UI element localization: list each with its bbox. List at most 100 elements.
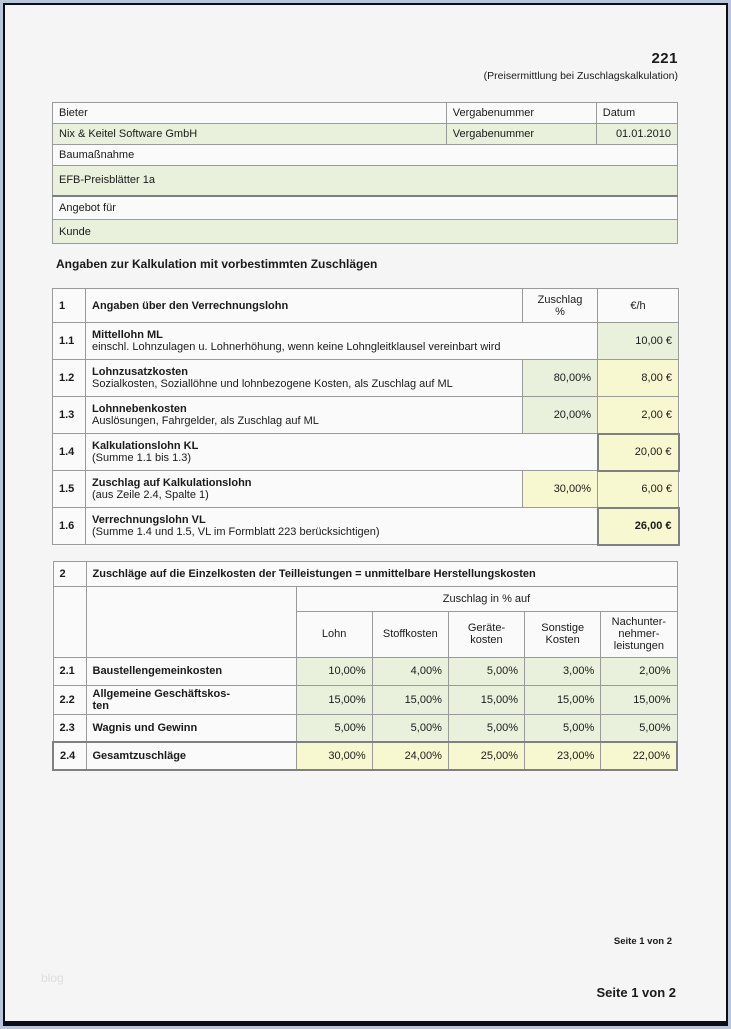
row-description: Lohnzusatzkosten Sozialkosten, Soziallöh…: [85, 359, 523, 397]
baustellengemeinkosten-stoffkosten-field[interactable]: 4,00%: [371, 656, 449, 686]
t2-col-sonstige-kosten: Sonstige Kosten: [524, 610, 602, 658]
info-table: Bieter Vergabenummer Datum Nix & Keitel …: [52, 102, 679, 244]
t2-col-geraetekosten: Geräte- kosten: [447, 610, 526, 658]
row-label: Wagnis und Gewinn: [85, 713, 297, 743]
t1-row-1-1: 1.1 Mittellohn ML einschl. Lohnzulagen u…: [52, 322, 679, 360]
geschaeftskosten-sonstige-field[interactable]: 15,00%: [524, 684, 602, 715]
row-title: Verrechnungslohn VL: [92, 514, 206, 526]
t1-row-1-6: 1.6 Verrechnungslohn VL (Summe 1.4 und 1…: [52, 506, 680, 546]
row-subtitle: Auslösungen, Fahrgelder, als Zuschlag au…: [92, 415, 304, 427]
bieter-field[interactable]: Nix & Keitel Software GmbH: [52, 123, 447, 145]
t2-span-header: Zuschlag in % auf: [295, 585, 678, 612]
t2-col-stoffkosten: Stoffkosten: [371, 610, 449, 658]
form-header: 221 (Preisermittlung bei Zuschlagskalkul…: [52, 50, 678, 82]
info-header-row: Bieter Vergabenummer Datum: [52, 102, 679, 124]
row-number: 1.5: [52, 470, 86, 508]
gesamtzuschlaege-stoffkosten-value: 24,00%: [371, 741, 449, 771]
t2-title-row: 2 Zuschläge auf die Einzelkosten der Tei…: [52, 560, 678, 587]
row-title: Kalkulationslohn KL: [92, 440, 199, 452]
t1-title: Angaben über den Verrechnungslohn: [85, 288, 523, 323]
row-number: 2.4: [52, 741, 87, 771]
angebot-label-row: Angebot für: [52, 194, 678, 220]
wagnis-gewinn-nachunternehmer-field[interactable]: 5,00%: [600, 713, 678, 743]
row-description: Lohnnebenkosten Auslösungen, Fahrgelder,…: [85, 396, 523, 434]
lohnzusatzkosten-value: 8,00 €: [597, 359, 679, 397]
page-indicator-large: Seite 1 von 2: [596, 985, 676, 1000]
baumassnahme-label: Baumaßnahme: [52, 144, 678, 166]
t1-row-1-3: 1.3 Lohnnebenkosten Auslösungen, Fahrgel…: [52, 396, 679, 434]
baumassnahme-value-row: EFB-Preisblätter 1a: [52, 165, 678, 196]
t1-row-1-2: 1.2 Lohnzusatzkosten Sozialkosten, Sozia…: [52, 359, 679, 397]
zuschlaege-table: 2 Zuschläge auf die Einzelkosten der Tei…: [52, 560, 679, 771]
kalkulationslohn-value: 20,00 €: [596, 432, 680, 472]
t2-column-header-row: Lohn Stoffkosten Geräte- kosten Sonstige…: [53, 610, 678, 658]
lohnnebenkosten-percent-field[interactable]: 20,00%: [522, 396, 598, 434]
gesamtzuschlaege-lohn-value: 30,00%: [295, 741, 373, 771]
geschaeftskosten-stoffkosten-field[interactable]: 15,00%: [371, 684, 449, 715]
baustellengemeinkosten-geraetekosten-field[interactable]: 5,00%: [447, 656, 526, 686]
row-number: 2.1: [52, 656, 87, 686]
angebot-value-row: Kunde: [52, 219, 678, 244]
wagnis-gewinn-sonstige-field[interactable]: 5,00%: [524, 713, 602, 743]
t2-row-2-2: 2.2 Allgemeine Geschäftskos- ten 15,00% …: [52, 684, 678, 715]
t2-row-2-4: 2.4 Gesamtzuschläge 30,00% 24,00% 25,00%…: [52, 741, 679, 771]
angebot-fuer-label: Angebot für: [52, 194, 678, 220]
page-content: 221 (Preisermittlung bei Zuschlagskalkul…: [3, 3, 728, 1026]
wagnis-gewinn-geraetekosten-field[interactable]: 5,00%: [447, 713, 526, 743]
t1-col-unit: €/h: [597, 288, 679, 323]
form-subtitle: (Preisermittlung bei Zuschlagskalkulatio…: [483, 70, 678, 82]
gesamtzuschlaege-sonstige-value: 23,00%: [524, 741, 602, 771]
geschaeftskosten-lohn-field[interactable]: 15,00%: [295, 684, 373, 715]
baumassnahme-field[interactable]: EFB-Preisblätter 1a: [52, 165, 678, 196]
geschaeftskosten-geraetekosten-field[interactable]: 15,00%: [447, 684, 526, 715]
info-value-row: Nix & Keitel Software GmbH Vergabenummer…: [52, 123, 679, 145]
row-description: Kalkulationslohn KL (Summe 1.1 bis 1.3): [85, 433, 598, 471]
row-subtitle: einschl. Lohnzulagen u. Lohnerhöhung, we…: [92, 341, 501, 353]
row-subtitle: (Summe 1.1 bis 1.3): [92, 452, 192, 464]
row-description: Zuschlag auf Kalkulationslohn (aus Zeile…: [85, 470, 523, 508]
form-number: 221: [651, 50, 678, 67]
baustellengemeinkosten-sonstige-field[interactable]: 3,00%: [524, 656, 602, 686]
baustellengemeinkosten-lohn-field[interactable]: 10,00%: [295, 656, 373, 686]
t1-row-1-4: 1.4 Kalkulationslohn KL (Summe 1.1 bis 1…: [52, 432, 680, 472]
zuschlag-kalkulationslohn-percent: 30,00%: [522, 470, 598, 508]
row-number: 1.6: [52, 507, 86, 545]
kunde-field[interactable]: Kunde: [52, 219, 678, 244]
row-title: Lohnnebenkosten: [92, 403, 187, 415]
lohnzusatzkosten-percent-field[interactable]: 80,00%: [522, 359, 598, 397]
row-number: 1.1: [52, 322, 86, 360]
baustellengemeinkosten-nachunternehmer-field[interactable]: 2,00%: [600, 656, 678, 686]
row-label: Gesamtzuschläge: [85, 741, 297, 771]
row-subtitle: (aus Zeile 2.4, Spalte 1): [92, 489, 209, 501]
datum-field[interactable]: 01.01.2010: [595, 123, 679, 145]
t2-section-number: 2: [52, 560, 87, 587]
row-subtitle-bold: ML: [437, 378, 453, 390]
row-number: 2.3: [52, 713, 87, 743]
t1-section-number: 1: [52, 288, 86, 323]
t2-col-lohn: Lohn: [295, 610, 373, 658]
t2-empty-num-cell: [52, 585, 87, 658]
section-heading: Angaben zur Kalkulation mit vorbestimmte…: [56, 257, 378, 271]
gesamtzuschlaege-geraetekosten-value: 25,00%: [447, 741, 526, 771]
mittellohn-field[interactable]: 10,00 €: [597, 322, 679, 360]
vergabenummer-label: Vergabenummer: [445, 102, 597, 124]
row-title: Zuschlag auf Kalkulationslohn: [92, 477, 252, 489]
vergabenummer-field[interactable]: Vergabenummer: [445, 123, 597, 145]
lohnnebenkosten-value: 2,00 €: [597, 396, 679, 434]
verrechnungslohn-value: 26,00 €: [596, 506, 680, 546]
t2-empty-label-cell: [85, 585, 297, 658]
t2-title: Zuschläge auf die Einzelkosten der Teill…: [85, 560, 678, 587]
row-description: Verrechnungslohn VL (Summe 1.4 und 1.5, …: [85, 507, 598, 545]
wagnis-gewinn-lohn-field[interactable]: 5,00%: [295, 713, 373, 743]
row-number: 2.2: [52, 684, 87, 715]
bieter-label: Bieter: [52, 102, 447, 124]
verrechnungslohn-table: 1 Angaben über den Verrechnungslohn Zusc…: [52, 288, 680, 546]
row-subtitle: (Summe 1.4 und 1.5, VL im Formblatt 223 …: [92, 526, 380, 538]
row-description: Mittellohn ML einschl. Lohnzulagen u. Lo…: [85, 322, 598, 360]
wagnis-gewinn-stoffkosten-field[interactable]: 5,00%: [371, 713, 449, 743]
geschaeftskosten-nachunternehmer-field[interactable]: 15,00%: [600, 684, 678, 715]
row-number: 1.3: [52, 396, 86, 434]
row-title: Lohnzusatzkosten: [92, 366, 188, 378]
page-indicator-small: Seite 1 von 2: [613, 936, 672, 947]
t2-row-2-1: 2.1 Baustellengemeinkosten 10,00% 4,00% …: [52, 656, 678, 686]
